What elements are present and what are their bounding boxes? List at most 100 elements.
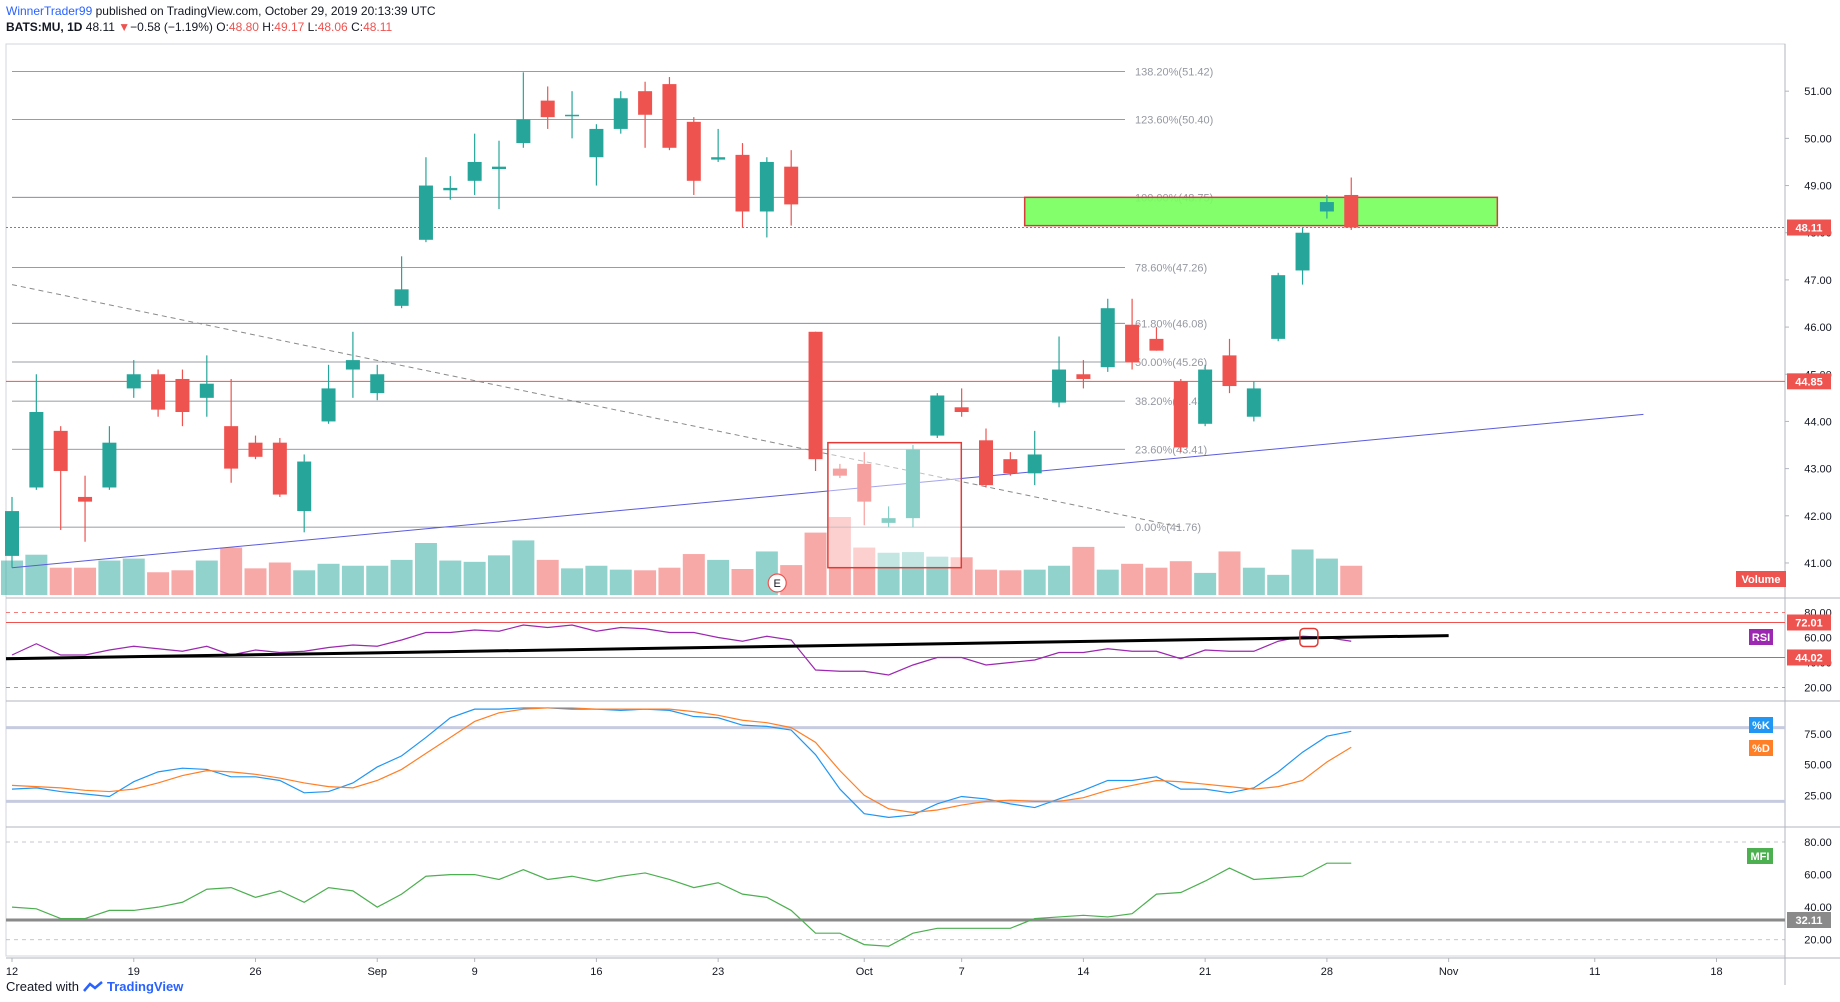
volume-bar	[147, 572, 170, 595]
rsi-touch-marker	[1299, 627, 1319, 648]
time-tick-label: 28	[1321, 966, 1333, 978]
price-tag: 44.85	[1795, 376, 1823, 388]
volume-bar	[1048, 565, 1071, 595]
ohlc-legend: BATS:MU, 1D 48.11 ▼−0.58 (−1.19%) O:48.8…	[6, 19, 1506, 35]
volume-bar	[1315, 558, 1338, 595]
candle-body	[662, 84, 677, 148]
volume-bar	[1096, 569, 1119, 595]
stoch-k-line	[11, 707, 1352, 818]
volume-bar	[244, 568, 267, 595]
time-tick-label: 19	[128, 966, 140, 978]
stoch-tick-label: 75.00	[1804, 729, 1832, 741]
volume-bar	[609, 569, 632, 595]
volume-bar	[1, 560, 23, 595]
candle-body	[467, 161, 482, 181]
volume-bar	[1194, 572, 1217, 595]
fib-level-label: 38.20%(44.43)	[1135, 396, 1207, 408]
fib-level-label: 123.60%(50.40)	[1135, 114, 1213, 126]
volume-bar	[171, 570, 194, 595]
last-price: 48.11	[85, 20, 115, 34]
candle-body	[1125, 324, 1140, 363]
time-tick-label: 7	[959, 966, 965, 978]
volume-bar	[585, 565, 608, 595]
earnings-marker-label: E	[774, 578, 781, 590]
rsi-trendline	[5, 634, 1449, 661]
candle-body	[954, 407, 969, 412]
rsi-band-tag: 72.01	[1795, 617, 1823, 629]
mfi-label-bg	[1747, 848, 1773, 864]
fib-level-label: 78.60%(47.26)	[1135, 263, 1207, 275]
candle-body	[199, 383, 214, 398]
fib-level-label: 138.20%(51.42)	[1135, 66, 1213, 78]
price-tick-label: 41.00	[1804, 558, 1832, 570]
volume-bar	[853, 547, 876, 595]
volume-bar	[926, 556, 949, 595]
rsi-band-tag: 44.02	[1795, 652, 1823, 664]
volume-bar	[488, 555, 510, 595]
candle-body	[78, 496, 93, 502]
stoch-k-label-bg	[1749, 717, 1773, 733]
author-link[interactable]: WinnerTrader99	[6, 4, 93, 18]
volume-bar	[220, 547, 243, 595]
volume-label-bg	[1736, 571, 1786, 587]
candle-body	[540, 100, 555, 118]
mfi-band-tag: 32.11	[1796, 915, 1823, 927]
time-tick-label: 16	[590, 966, 602, 978]
symbol-label: BATS:MU, 1D	[6, 20, 83, 34]
candle-body	[151, 374, 166, 410]
high-label: H:	[262, 20, 275, 34]
fib-level-label: 50.00%(45.26)	[1135, 357, 1207, 369]
mfi-tick-label: 40.00	[1804, 902, 1832, 914]
volume-bar	[390, 559, 413, 595]
mfi-label: MFI	[1751, 851, 1770, 863]
volume-bar	[999, 570, 1022, 595]
candle-body	[370, 374, 385, 394]
close-value: 48.11	[363, 20, 393, 34]
time-tick-label: 23	[712, 966, 724, 978]
volume-bar	[1145, 567, 1168, 595]
time-tick-label: 9	[472, 966, 478, 978]
candle-body	[1344, 194, 1359, 228]
time-tick-label: 14	[1077, 966, 1089, 978]
volume-bar	[74, 567, 97, 595]
tradingview-brand[interactable]: TradingView	[106, 979, 184, 994]
candle-body	[589, 128, 604, 158]
rsi-label: RSI	[1752, 632, 1770, 644]
candle-body	[224, 426, 239, 469]
volume-bar	[682, 554, 705, 595]
candle-body	[832, 468, 847, 476]
volume-bar	[1242, 567, 1265, 595]
time-tick-label: 11	[1589, 966, 1600, 978]
candle-body	[784, 166, 799, 205]
candle-body	[248, 442, 263, 457]
candle-body	[1100, 308, 1115, 368]
volume-bar	[634, 570, 657, 595]
time-tick-label: 18	[1710, 966, 1722, 978]
volume-bar	[341, 565, 364, 595]
time-tick-label: Oct	[856, 966, 873, 978]
volume-bar	[122, 558, 145, 595]
earnings-marker-icon	[767, 573, 787, 593]
price-tick-label: 49.00	[1804, 181, 1832, 193]
volume-bar	[658, 567, 681, 595]
candle-body	[930, 395, 945, 436]
price-tag-bg	[1787, 219, 1831, 236]
fib-level-label: 61.80%(46.08)	[1135, 318, 1207, 330]
chart-header: WinnerTrader99 published on TradingView.…	[6, 3, 1506, 43]
volume-bar	[1072, 546, 1095, 595]
candle-body	[321, 388, 336, 422]
highlight-box	[827, 441, 963, 569]
volume-bar	[268, 562, 291, 595]
volume-bar	[707, 559, 730, 595]
candle-body	[126, 374, 141, 389]
footer: Created with TradingView	[6, 979, 183, 994]
volume-bar	[98, 560, 121, 595]
change-value: −0.58 (−1.19%)	[130, 20, 213, 34]
volume-bar	[1121, 563, 1144, 595]
candle-body	[297, 461, 312, 512]
candle-body	[686, 121, 701, 181]
candle-body	[1003, 459, 1018, 474]
high-value: 49.17	[274, 20, 305, 34]
open-value: 48.80	[228, 20, 259, 34]
